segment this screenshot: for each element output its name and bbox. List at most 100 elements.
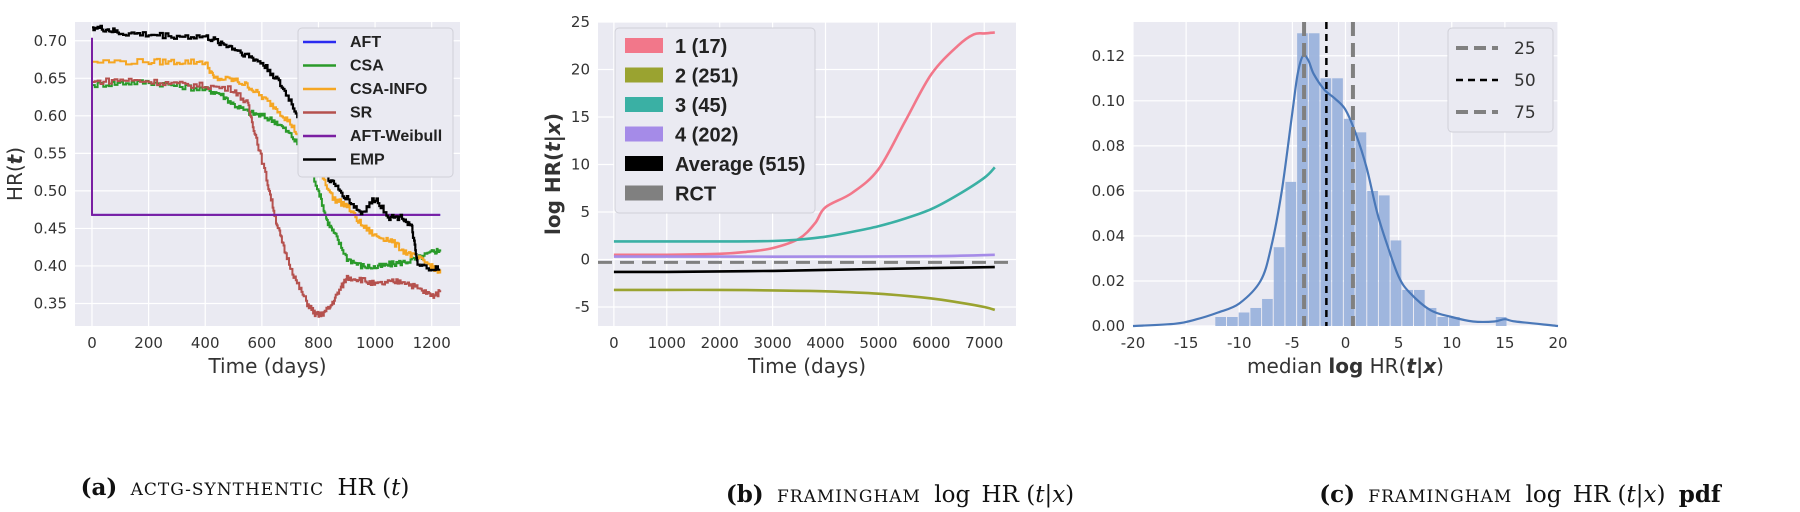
panel-c-ytick-label: 0.02 xyxy=(1092,272,1125,290)
panel-b-legend-label-4-202: 4 (202) xyxy=(675,125,738,147)
caption-c-quantity: HR xyxy=(1573,482,1611,508)
panel-c-xtick-label: -5 xyxy=(1285,334,1300,352)
panel-c-hist-bar xyxy=(1238,312,1250,326)
panel-b-legend-swatch-average-515 xyxy=(625,156,663,171)
panel-b-xtick-label: 6000 xyxy=(912,334,950,352)
panel-b-xtick-label: 2000 xyxy=(701,334,739,352)
panel-b-legend-box xyxy=(614,27,816,214)
panel-a-ytick-label: 0.70 xyxy=(34,32,67,50)
panel-c-xtick-label: 15 xyxy=(1495,334,1514,352)
caption-c-arg: t|x xyxy=(1626,482,1656,508)
panel-a-xtick-label: 200 xyxy=(134,334,163,352)
panel-c-xtick-label: 5 xyxy=(1394,334,1404,352)
panel-c-ytick-label: 0.04 xyxy=(1092,227,1125,245)
panel-a-xtick-label: 400 xyxy=(191,334,220,352)
panel-c-xlabel: median log HR(t|x) xyxy=(1247,354,1444,378)
caption-b-quantity: HR xyxy=(982,482,1020,508)
panel-c-legend-label-75: 75 xyxy=(1514,103,1536,123)
caption-a-quantity: HR xyxy=(337,475,375,501)
panel-b-xtick-label: 7000 xyxy=(965,334,1003,352)
panel-b-ytick-label: 25 xyxy=(571,13,590,31)
panel-a-xtick-label: 600 xyxy=(248,334,277,352)
panel-b-ytick-label: 5 xyxy=(580,203,590,221)
panel-c-xtick-label: -10 xyxy=(1227,334,1252,352)
panel-c-legend-box xyxy=(1447,27,1554,133)
panel-b-ytick-label: 15 xyxy=(571,108,590,126)
caption-a-label: (a) xyxy=(81,474,118,501)
panel-b-legend-label-rct: RCT xyxy=(675,184,716,206)
caption-a-dataset: ACTG-SYNTHENTIC xyxy=(130,480,325,500)
caption-c-dataset: FRAMINGHAM xyxy=(1368,487,1512,507)
panel-c-hist-bar xyxy=(1437,316,1449,326)
panel-c-hist-bar xyxy=(1227,316,1238,326)
panel-c-xtick-label: -15 xyxy=(1174,334,1199,352)
panel-b-xtick-label: 4000 xyxy=(806,334,844,352)
panel-a-ytick-label: 0.65 xyxy=(34,69,67,87)
panel-c-hist-bar xyxy=(1402,289,1413,326)
panel-a-xtick-label: 1000 xyxy=(356,334,394,352)
panel-c-hist-bar xyxy=(1449,316,1460,326)
panel-c-hist-bar xyxy=(1273,247,1285,326)
panel-b-ytick-label: 10 xyxy=(571,156,590,174)
panel-a-series-sr xyxy=(92,77,442,318)
panel-c-hist-bar xyxy=(1215,316,1226,326)
panel-c-series-group xyxy=(1132,22,1559,328)
panel-a-legend-label-sr: SR xyxy=(350,105,373,122)
panel-b-legend-swatch-4-202 xyxy=(625,126,663,142)
panel-c-xtick-label: -20 xyxy=(1121,334,1146,352)
panel-c-pdf-chart: -20 -15 -10 -5 0 5 10 15 20 0.00 0.02 0.04 0.06 0.08 0… xyxy=(1092,22,1568,378)
panel-a-xtick-label: 1200 xyxy=(413,334,451,352)
panel-c-hist-bar xyxy=(1390,240,1402,326)
panel-c-ytick-label: 0.00 xyxy=(1092,317,1125,335)
panel-b-series-3-45 xyxy=(613,166,996,243)
panel-c-legend-label-50: 50 xyxy=(1514,71,1536,91)
panel-c-hist-bar xyxy=(1285,181,1297,326)
caption-c-suffix: pdf xyxy=(1679,481,1723,508)
panel-b-ylabel: log HR(t|x) xyxy=(541,113,565,235)
panel-b-legend-label-3-45: 3 (45) xyxy=(675,95,727,117)
panel-b-legend-label-1-17: 1 (17) xyxy=(675,36,727,58)
panel-a-hazard-ratio-chart: 0 200 400 600 800 1000 1200 0.35 0.40 0.45 0.50 0.5… xyxy=(3,22,460,378)
caption-b-arg: t|x xyxy=(1035,482,1065,508)
panel-c-hist-bar xyxy=(1332,78,1343,326)
panel-b-series-average-515 xyxy=(613,265,995,274)
panel-a-series-group xyxy=(91,24,442,318)
caption-c: (c) FRAMINGHAM log HR (t|x) pdf xyxy=(1319,481,1723,508)
panel-c-xtick-label: 10 xyxy=(1442,334,1461,352)
panel-b-legend: 1 (17) 2 (251) 3 (45) 4 (202) Average (515) R… xyxy=(614,27,816,214)
panel-c-hist-bar xyxy=(1343,118,1355,327)
panel-b-legend-swatch-2-251 xyxy=(625,67,663,83)
panel-c-ytick-label: 0.10 xyxy=(1092,92,1125,110)
panel-a-legend: AFT CSA CSA-INFO SR AFT-Weibull EMP xyxy=(297,27,454,178)
panel-a-legend-label-csa-info: CSA-INFO xyxy=(350,81,427,98)
panel-a-ytick-label: 0.45 xyxy=(34,219,67,237)
panel-b-legend-swatch-rct xyxy=(625,185,663,201)
panel-a-legend-label-emp: EMP xyxy=(350,152,385,169)
caption-c-label: (c) xyxy=(1319,481,1355,508)
panel-a-legend-box xyxy=(297,27,454,178)
panel-a-ytick-label: 0.55 xyxy=(34,144,67,162)
caption-b-func: log xyxy=(934,482,970,508)
panel-c-hist-bar xyxy=(1355,132,1367,326)
panel-a-ytick-label: 0.35 xyxy=(34,294,67,312)
panel-c-hist-bar xyxy=(1367,190,1378,326)
panel-b-legend-swatch-3-45 xyxy=(625,97,663,112)
panel-b-xtick-label: 3000 xyxy=(754,334,792,352)
panel-a-ytick-label: 0.60 xyxy=(34,107,67,125)
panel-c-hist-bar xyxy=(1378,195,1390,326)
panel-a-ytick-label: 0.40 xyxy=(34,257,67,275)
panel-c-ytick-label: 0.06 xyxy=(1092,182,1125,200)
panel-c-ytick-label: 0.08 xyxy=(1092,137,1125,155)
caption-a: (a) ACTG-SYNTHENTIC HR (t) xyxy=(81,474,410,501)
panel-c-legend: 25 50 75 xyxy=(1447,27,1554,133)
panel-c-legend-label-25: 25 xyxy=(1514,39,1536,59)
panel-c-ytick-label: 0.12 xyxy=(1092,47,1125,65)
panel-a-xtick-label: 0 xyxy=(87,334,97,352)
panel-c-hist-bar xyxy=(1414,289,1425,326)
panel-c-xtick-label: 0 xyxy=(1341,334,1351,352)
panel-c-hist-bar xyxy=(1495,316,1507,326)
panel-b-xtick-label: 1000 xyxy=(648,334,686,352)
panel-b-xlabel: Time (days) xyxy=(747,354,866,378)
panel-b-legend-label-average-515: Average (515) xyxy=(675,154,805,176)
